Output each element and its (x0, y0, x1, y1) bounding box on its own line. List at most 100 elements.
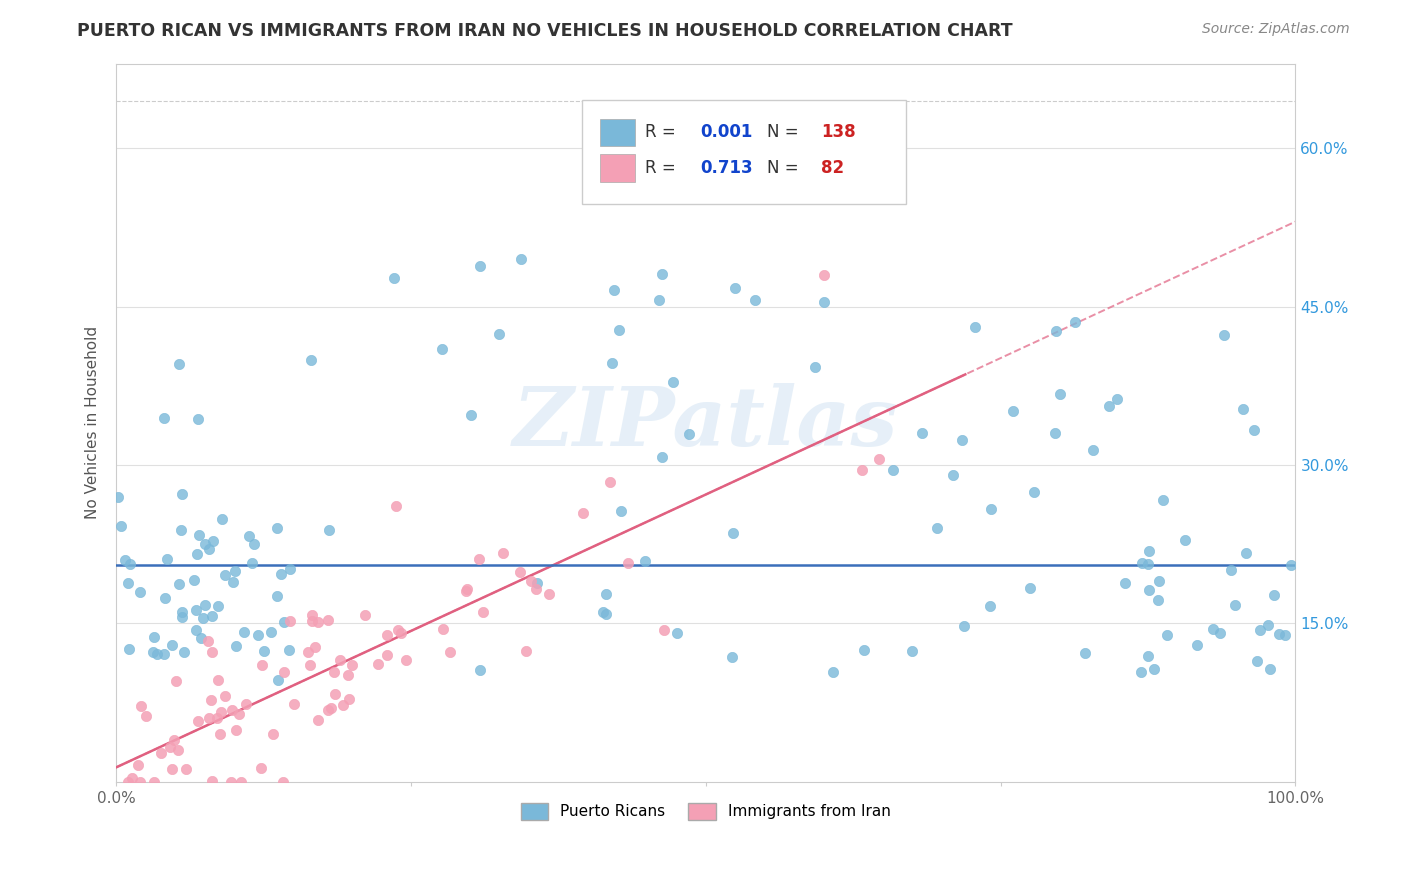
Text: N =: N = (768, 123, 804, 141)
FancyBboxPatch shape (582, 100, 907, 204)
Point (1243, 423, 1265, 437)
Point (308, 713, 330, 727)
Point (648, 293, 671, 308)
Point (301, 607, 323, 622)
Point (515, 644, 537, 658)
Point (607, 323, 630, 337)
Point (200, 609, 222, 624)
Point (813, 294, 835, 309)
Point (266, 590, 288, 604)
Point (432, 622, 454, 636)
Point (662, 375, 685, 389)
Point (127, 757, 149, 772)
Point (186, 602, 208, 616)
Point (953, 619, 976, 633)
Point (492, 546, 515, 560)
Point (107, 491, 129, 505)
Point (337, 667, 360, 681)
Y-axis label: No Vehicles in Household: No Vehicles in Household (86, 326, 100, 519)
Point (375, 648, 398, 662)
Point (186, 623, 208, 637)
Point (599, 475, 621, 489)
Point (146, 647, 169, 661)
Point (1149, 574, 1171, 588)
Text: PUERTO RICAN VS IMMIGRANTS FROM IRAN NO VEHICLES IN HOUSEHOLD CORRELATION CHART: PUERTO RICAN VS IMMIGRANTS FROM IRAN NO … (77, 22, 1012, 40)
Point (221, 574, 243, 589)
Text: Source: ZipAtlas.com: Source: ZipAtlas.com (1202, 22, 1350, 37)
Point (901, 644, 924, 658)
Point (198, 711, 221, 725)
Point (592, 605, 614, 619)
Point (1083, 443, 1105, 458)
FancyBboxPatch shape (600, 119, 636, 146)
Point (603, 283, 626, 297)
Point (468, 552, 491, 566)
Point (143, 774, 166, 789)
Point (1219, 563, 1241, 577)
Point (201, 645, 224, 659)
Point (1225, 598, 1247, 612)
Point (160, 638, 183, 652)
Point (240, 556, 263, 570)
Point (121, 771, 143, 785)
Point (186, 547, 208, 561)
Point (209, 727, 232, 741)
Point (316, 702, 339, 716)
Point (1130, 556, 1153, 570)
Point (337, 692, 360, 706)
Point (225, 723, 247, 737)
Point (135, 708, 157, 723)
Point (942, 467, 965, 482)
Point (1249, 624, 1271, 638)
Point (316, 613, 339, 627)
Point (813, 268, 835, 282)
Point (159, 740, 181, 755)
Point (219, 774, 242, 789)
Point (273, 774, 295, 789)
Point (488, 327, 510, 342)
Point (283, 697, 305, 711)
Point (221, 703, 243, 717)
Point (510, 252, 533, 266)
Point (273, 665, 295, 680)
Point (129, 698, 152, 713)
Point (1019, 581, 1042, 595)
Point (509, 566, 531, 580)
Point (128, 585, 150, 599)
Point (141, 645, 163, 659)
Point (1263, 588, 1285, 602)
Text: 0.713: 0.713 (700, 159, 752, 178)
Point (253, 644, 276, 658)
Point (1268, 627, 1291, 641)
Point (323, 688, 346, 702)
Point (190, 632, 212, 646)
Point (243, 537, 266, 551)
Point (202, 534, 225, 549)
Point (1063, 315, 1085, 329)
Point (1137, 582, 1160, 597)
Point (270, 567, 292, 582)
Point (927, 521, 949, 535)
Point (439, 645, 461, 659)
Point (170, 605, 193, 619)
Point (197, 633, 219, 648)
Point (173, 645, 195, 659)
Point (207, 599, 229, 613)
Point (652, 624, 675, 638)
Point (910, 426, 932, 441)
Point (1073, 646, 1095, 660)
Point (304, 640, 326, 655)
Point (249, 761, 271, 775)
Point (207, 711, 229, 725)
Point (118, 641, 141, 656)
Point (187, 714, 209, 729)
Legend: Puerto Ricans, Immigrants from Iran: Puerto Ricans, Immigrants from Iran (515, 797, 897, 826)
Point (153, 411, 176, 425)
Point (882, 463, 904, 477)
Point (387, 624, 409, 638)
Point (1232, 402, 1254, 417)
Point (278, 643, 301, 657)
Point (1045, 324, 1067, 338)
Point (114, 552, 136, 566)
Point (214, 567, 236, 582)
